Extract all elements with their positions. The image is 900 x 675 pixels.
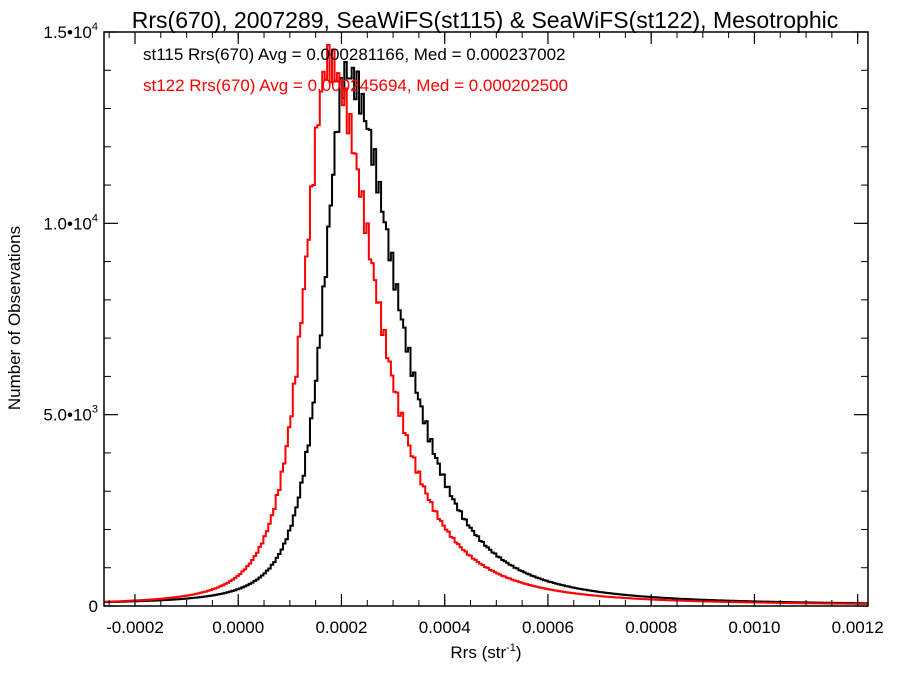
y-tick-label: 1.5•104 [43,21,98,42]
x-tick-label: 0.0008 [625,618,677,637]
x-tick-label: 0.0012 [832,618,884,637]
histogram-series-st115 [104,61,868,605]
x-axis-label: Rrs (str-1) [450,642,521,662]
chart-title: Rrs(670), 2007289, SeaWiFS(st115) & SeaW… [132,7,838,33]
x-tick-label: 0.0004 [419,618,471,637]
series-layer [104,44,868,605]
x-tick-label: 0.0006 [522,618,574,637]
legend-entry-st115: st115 Rrs(670) Avg = 0.000281166, Med = … [143,45,566,64]
plot-frame [103,31,869,607]
x-tick-label: 0.0000 [212,618,264,637]
y-tick-label: 1.0•104 [43,212,98,233]
y-tick-label: 0 [89,597,98,616]
y-tick-label: 5.0•103 [43,404,98,425]
axis-layer: -0.0002 0.0000 0.0002 0.0004 0.0006 0.0008 0.0… [43,21,883,637]
x-tick-label: 0.0010 [728,618,780,637]
histogram-series-st122 [104,44,868,605]
x-tick-label: -0.0002 [106,618,164,637]
y-axis-label: Number of Observations [5,226,24,410]
legend-entry-st122: st122 Rrs(670) Avg = 0.000245694, Med = … [143,76,568,95]
x-tick-label: 0.0002 [315,618,367,637]
